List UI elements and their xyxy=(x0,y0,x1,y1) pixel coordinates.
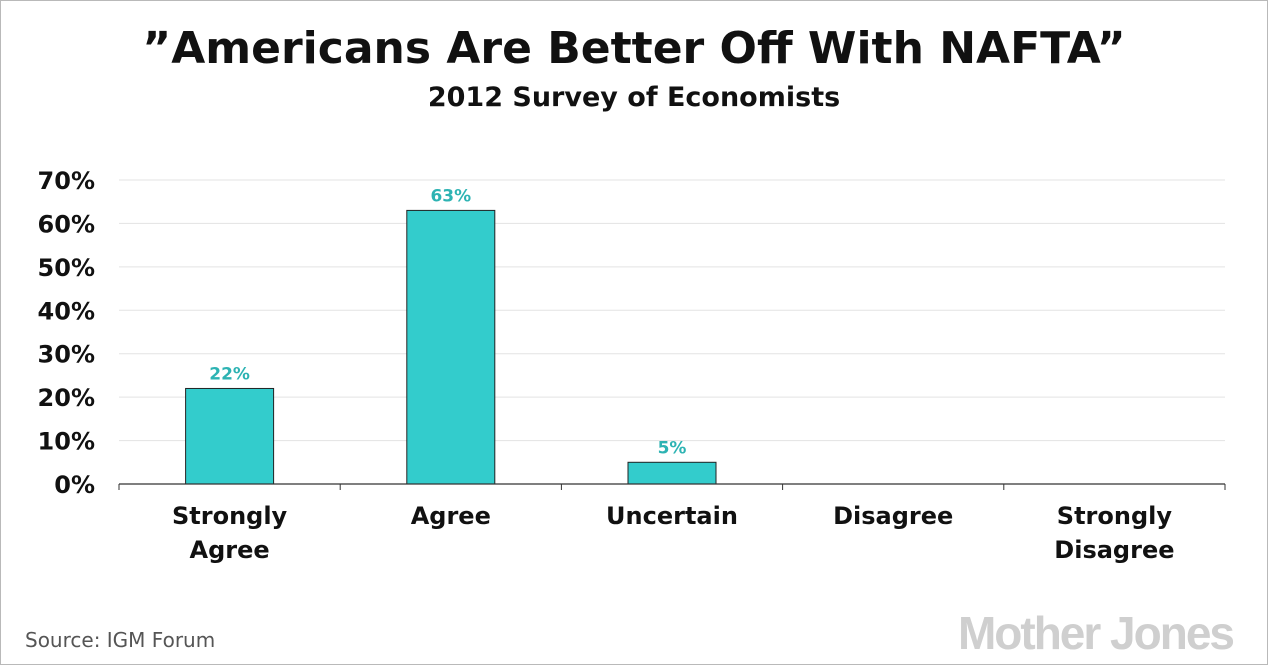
y-tick-label: 40% xyxy=(38,297,95,325)
x-tick-label: Strongly Disagree xyxy=(1054,502,1174,564)
y-tick-label: 30% xyxy=(38,341,95,369)
x-axis xyxy=(118,483,1226,490)
x-axis-ticks: Strongly Agree Agree Uncertain Disagree Stron… xyxy=(172,502,1175,564)
data-label: 63% xyxy=(430,186,471,206)
y-tick-label: 50% xyxy=(38,254,95,282)
y-axis-ticks: 0% 10% 20% 30% 40% 50% 60% 70% xyxy=(38,167,95,499)
bar xyxy=(406,209,496,485)
x-tick-label: Disagree xyxy=(833,502,953,530)
data-label: 22% xyxy=(209,364,250,384)
bars: 22% 63% 5% xyxy=(185,186,717,485)
source-note: Source: IGM Forum xyxy=(25,628,215,652)
y-tick-label: 60% xyxy=(38,210,95,238)
chart-subtitle: 2012 Survey of Economists xyxy=(428,82,840,113)
bar xyxy=(185,387,275,485)
y-tick-label: 0% xyxy=(54,471,95,499)
x-tick-label: Strongly Agree xyxy=(172,502,288,564)
x-tick-label: Agree xyxy=(411,502,491,530)
y-tick-label: 10% xyxy=(38,428,95,456)
x-tick-label: Uncertain xyxy=(606,502,738,530)
y-tick-label: 20% xyxy=(38,384,95,412)
publisher-logo: Mother Jones xyxy=(958,607,1233,659)
chart-title: ”Americans Are Better Off With NAFTA” xyxy=(142,23,1125,74)
gridlines xyxy=(119,179,1225,442)
data-label: 5% xyxy=(658,438,687,458)
y-tick-label: 70% xyxy=(38,167,95,195)
bar xyxy=(627,461,717,485)
